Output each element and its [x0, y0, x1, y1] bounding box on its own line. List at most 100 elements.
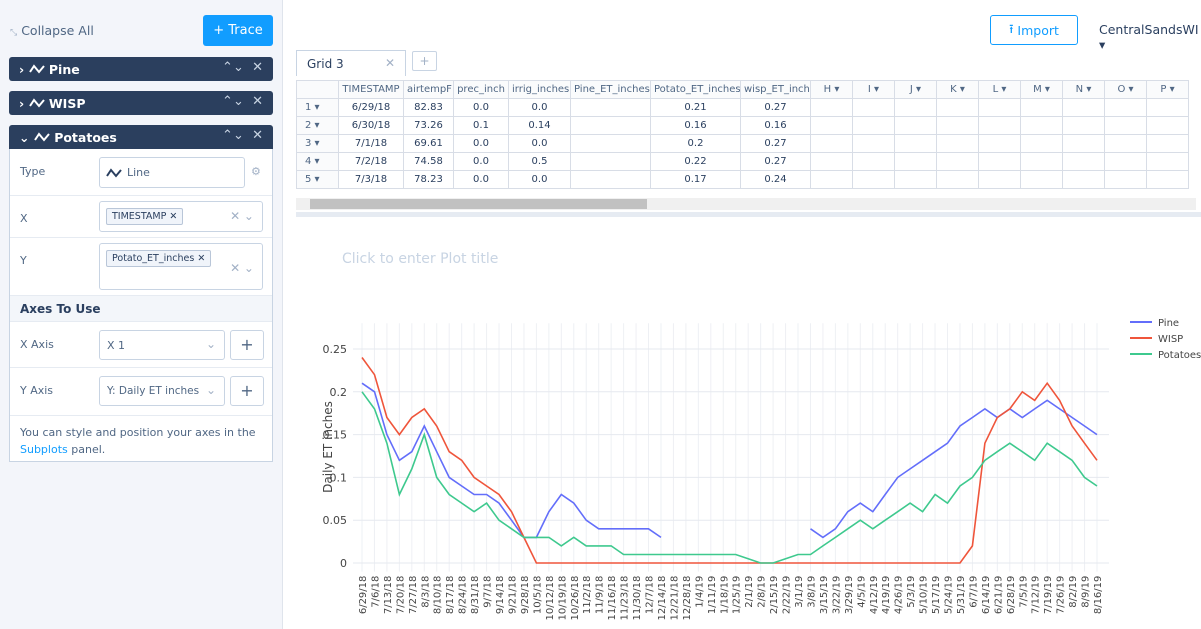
x-tick-label: 7/20/18: [395, 576, 406, 615]
cell: 0.0: [453, 134, 509, 153]
y-tick-label: 0.25: [323, 343, 348, 356]
chip[interactable]: TIMESTAMP ✕: [106, 208, 184, 225]
column-header: prec_inch: [453, 80, 509, 99]
row-number: 5 ▾: [296, 170, 339, 189]
add-trace-button[interactable]: + Trace: [203, 15, 273, 46]
collapse-all-text[interactable]: Collapse All: [21, 23, 94, 38]
x-tick-label: 11/2/18: [582, 576, 593, 615]
column-header: N ▾: [1062, 80, 1105, 99]
collapse-all[interactable]: ⤡ Collapse All: [10, 23, 94, 38]
y-tick-label: 0.2: [330, 386, 348, 399]
x-axis-select[interactable]: X 1 ⌄: [99, 330, 225, 360]
y-tick-label: 0.1: [330, 471, 348, 484]
type-row: Type Line ⚙: [10, 149, 272, 196]
cell: [936, 170, 979, 189]
x-tick-label: 3/1/19: [794, 576, 805, 608]
tab-close[interactable]: ✕: [385, 56, 396, 70]
x-tick-label: 3/15/19: [819, 576, 830, 615]
type-select[interactable]: Line: [99, 157, 245, 188]
trace-header[interactable]: › WISP ⌃⌄ ✕: [9, 91, 273, 115]
cell: [1062, 98, 1105, 117]
series-line: [361, 382, 1098, 539]
cell: 6/30/18: [338, 116, 404, 135]
splitter[interactable]: [296, 212, 1201, 217]
cell: 78.23: [403, 170, 454, 189]
chip[interactable]: Potato_ET_inches ✕: [106, 250, 212, 267]
cell: [570, 98, 651, 117]
trace-controls[interactable]: ⌃⌄ ✕: [222, 94, 263, 109]
x-tick-label: 1/18/19: [719, 576, 730, 615]
y-select[interactable]: Potato_ET_inches ✕ ✕ ⌄: [99, 243, 263, 290]
x-tick-label: 6/21/19: [993, 576, 1004, 615]
y-axis-title: Daily ET inches: [321, 401, 335, 493]
y-axis-select[interactable]: Y: Daily ET inches ⌄: [99, 376, 225, 406]
trace-header[interactable]: ⌄ Potatoes ⌃⌄ ✕: [9, 125, 273, 149]
x-tick-label: 10/26/18: [570, 576, 581, 621]
account-name: CentralSandsWI: [1099, 22, 1199, 37]
cell: [936, 98, 979, 117]
cell: [810, 152, 853, 171]
grid-tab[interactable]: Grid 3 ✕: [296, 50, 406, 76]
help-link[interactable]: Subplots: [20, 443, 68, 456]
cell: [936, 152, 979, 171]
cell: [852, 116, 895, 135]
trace-controls[interactable]: ⌃⌄ ✕: [222, 60, 263, 75]
y-row: Y Potato_ET_inches ✕ ✕ ⌄: [10, 238, 272, 296]
cell: [570, 152, 651, 171]
select-value: Y: Daily ET inches: [107, 385, 200, 397]
cell: [1146, 98, 1189, 117]
cell: 0.1: [453, 116, 509, 135]
x-tick-label: 10/12/18: [545, 576, 556, 621]
cell: 0.2: [650, 134, 741, 153]
field-label: X: [20, 212, 28, 225]
y-tick-label: 0.05: [323, 514, 348, 527]
chart-title[interactable]: Click to enter Plot title: [342, 251, 498, 267]
x-tick-label: 5/10/19: [919, 576, 930, 615]
legend-label: Potatoes: [1158, 350, 1201, 361]
import-button[interactable]: ⭱ Import: [990, 15, 1078, 45]
add-axis-button[interactable]: +: [230, 330, 264, 360]
cell: 0.0: [453, 98, 509, 117]
cell: [1104, 134, 1147, 153]
x-tick-label: 7/13/18: [383, 576, 394, 615]
scrollbar[interactable]: [296, 198, 1196, 210]
table-row: 5 ▾ 7/3/18 78.23 0.0 0.0 0.17 0.24: [296, 170, 1189, 189]
x-tick-label: 4/12/19: [869, 576, 880, 615]
column-header: K ▾: [936, 80, 979, 99]
cell: 7/3/18: [338, 170, 404, 189]
header-row: TIMESTAMP airtempF prec_inch irrig_inches Pi…: [296, 80, 1189, 99]
cell: 0.17: [650, 170, 741, 189]
legend-label: Pine: [1158, 318, 1179, 329]
x-tick-label: 4/26/19: [894, 576, 905, 615]
trace-controls[interactable]: ⌃⌄ ✕: [222, 128, 263, 143]
cell: 0.14: [508, 116, 571, 135]
x-select[interactable]: TIMESTAMP ✕ ✕ ⌄: [99, 201, 263, 232]
cell: [978, 98, 1021, 117]
x-tick-label: 12/21/18: [669, 576, 680, 621]
cell: [1146, 170, 1189, 189]
trace-header[interactable]: › Pine ⌃⌄ ✕: [9, 57, 273, 81]
account-menu[interactable]: CentralSandsWI ▾: [1099, 22, 1199, 52]
cell: [978, 170, 1021, 189]
cell: [1104, 116, 1147, 135]
cell: [978, 152, 1021, 171]
select-controls[interactable]: ✕ ⌄: [230, 261, 254, 275]
scroll-thumb[interactable]: [310, 199, 647, 209]
add-tab[interactable]: +: [412, 51, 437, 71]
help: You can style and position your axes in …: [20, 424, 265, 458]
cell: 0.0: [508, 98, 571, 117]
x-axis-row: X Axis X 1 ⌄ +: [10, 322, 272, 368]
add-axis-button[interactable]: +: [230, 376, 264, 406]
select-controls[interactable]: ✕ ⌄: [230, 209, 254, 223]
cell: [570, 170, 651, 189]
cell: [1020, 98, 1063, 117]
column-header: H ▾: [810, 80, 853, 99]
cell: [1146, 134, 1189, 153]
column-header: Pine_ET_inches: [570, 80, 651, 99]
cell: [1062, 152, 1105, 171]
line-icon: [28, 98, 45, 108]
settings-icon[interactable]: ⚙: [251, 165, 261, 178]
x-tick-label: 9/14/18: [495, 576, 506, 615]
x-tick-label: 3/29/19: [844, 576, 855, 615]
x-tick-label: 3/8/19: [806, 576, 817, 608]
